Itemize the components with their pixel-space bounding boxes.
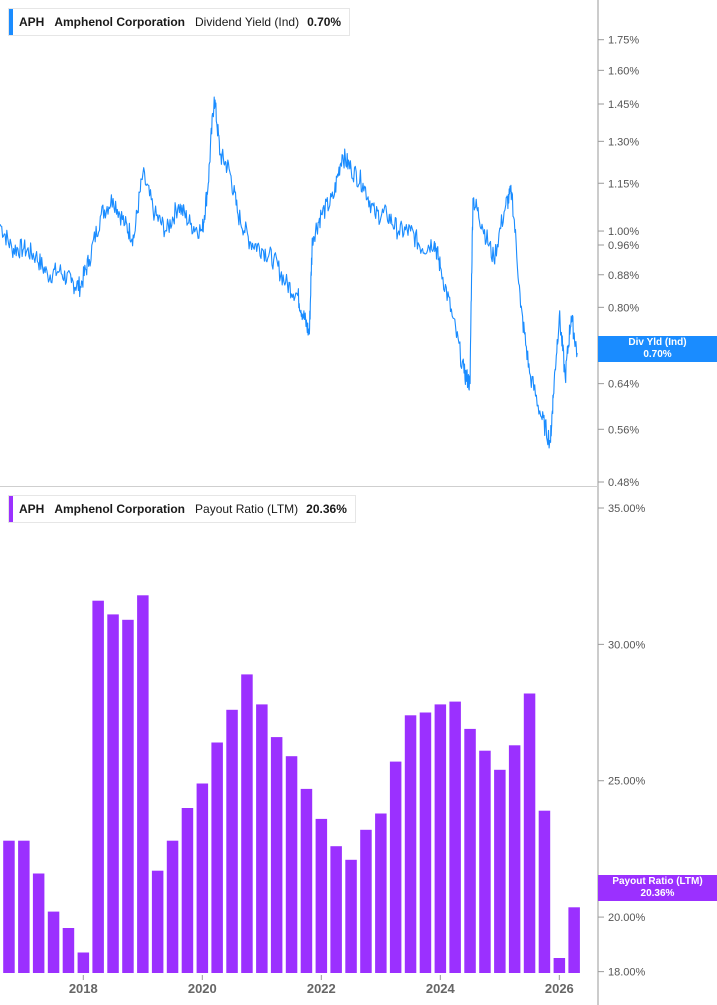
bottom-legend-metric: Payout Ratio (LTM) xyxy=(195,502,299,516)
bottom-legend-value: 20.36% xyxy=(306,502,347,516)
x-tick-label: 2018 xyxy=(69,981,98,996)
x-tick-label: 2022 xyxy=(307,981,336,996)
y-tick-label: 0.48% xyxy=(608,477,639,487)
payout-bar xyxy=(77,952,90,973)
y-tick-label: 35.00% xyxy=(608,503,646,515)
payout-bar xyxy=(300,788,313,973)
top-legend-metric: Dividend Yield (Ind) xyxy=(195,15,300,29)
top-legend-company: Amphenol Corporation xyxy=(54,15,186,29)
dividend-yield-line xyxy=(0,96,578,449)
y-tick-label: 1.30% xyxy=(608,136,639,148)
payout-bar xyxy=(270,737,283,973)
dividend-yield-tag-value: 0.70% xyxy=(643,349,672,360)
panel-divider xyxy=(0,486,598,487)
payout-bar xyxy=(256,704,268,973)
payout-bar xyxy=(553,958,566,973)
y-tick-label: 18.00% xyxy=(608,967,646,979)
y-tick-label: 1.00% xyxy=(608,226,639,238)
payout-bar xyxy=(18,840,30,973)
y-tick-label: 1.75% xyxy=(608,35,639,47)
bottom-legend-company: Amphenol Corporation xyxy=(54,502,186,516)
top-legend[interactable]: APH Amphenol Corporation Dividend Yield … xyxy=(8,8,351,36)
payout-bar xyxy=(62,928,75,973)
payout-bar xyxy=(226,709,238,973)
payout-bar xyxy=(241,674,253,973)
x-tick-label: 2026 xyxy=(545,981,574,996)
top-legend-value: 0.70% xyxy=(307,15,342,29)
y-tick-label: 0.96% xyxy=(608,240,639,252)
payout-ratio-price-tag: Payout Ratio (LTM) 20.36% xyxy=(598,875,717,901)
payout-bar xyxy=(360,829,372,973)
y-tick-label: 30.00% xyxy=(608,639,646,651)
x-tick-label: 2020 xyxy=(188,981,217,996)
dividend-yield-price-tag: Div Yld (Ind) 0.70% xyxy=(598,336,717,362)
dividend-yield-chart: 1.75% 1.60% 1.45% 1.30% 1.15% 1.00% 0.96% 0.88%… xyxy=(0,0,639,487)
y-tick-label: 1.45% xyxy=(608,99,639,111)
x-axis-ticks: 2018 2020 2022 2024 2026 xyxy=(69,975,574,996)
payout-bar xyxy=(137,595,149,973)
payout-bar xyxy=(32,873,45,973)
bottom-legend-ticker: APH xyxy=(19,502,45,516)
y-tick-label: 1.60% xyxy=(608,65,639,77)
payout-bar xyxy=(122,619,134,973)
payout-bar xyxy=(196,783,209,973)
y-tick-label: 0.80% xyxy=(608,302,639,314)
x-tick-label: 2024 xyxy=(426,981,456,996)
payout-bar xyxy=(404,715,417,973)
payout-bar xyxy=(166,840,179,973)
payout-bar xyxy=(375,813,387,973)
dividend-yield-panel: 1.75% 1.60% 1.45% 1.30% 1.15% 1.00% 0.96% 0.88%… xyxy=(0,0,717,487)
payout-bar xyxy=(330,846,342,973)
payout-bar xyxy=(419,712,432,973)
payout-bar xyxy=(479,750,491,973)
y-tick-label: 20.00% xyxy=(608,912,646,924)
payout-bar xyxy=(345,859,357,973)
payout-ratio-bars xyxy=(3,595,580,973)
payout-bar xyxy=(285,756,298,973)
payout-bar xyxy=(181,808,194,973)
payout-bar xyxy=(151,870,164,973)
y-tick-label: 0.56% xyxy=(608,424,639,436)
payout-bar xyxy=(434,704,447,973)
payout-bar xyxy=(47,911,60,973)
payout-ratio-tag-value: 20.36% xyxy=(640,888,675,899)
y-tick-label: 0.64% xyxy=(608,379,639,391)
payout-bar xyxy=(315,818,328,973)
payout-bar xyxy=(568,907,580,973)
payout-bar xyxy=(538,810,551,973)
payout-bar xyxy=(508,745,521,973)
payout-bar xyxy=(389,761,402,973)
top-legend-color-bar xyxy=(9,9,13,35)
payout-bar xyxy=(3,840,15,973)
bottom-legend[interactable]: APH Amphenol Corporation Payout Ratio (L… xyxy=(8,495,356,523)
y-axis-ticks: 35.00% 30.00% 25.00% 20.00% 18.00% xyxy=(598,503,646,979)
y-tick-label: 1.15% xyxy=(608,178,639,190)
y-tick-label: 25.00% xyxy=(608,776,646,788)
payout-bar xyxy=(211,742,223,973)
payout-ratio-tag-label: Payout Ratio (LTM) xyxy=(612,876,703,887)
payout-bar xyxy=(449,701,461,973)
payout-ratio-chart: 35.00%30.00%25.00%20.00%18.00% 2018 2020 2… xyxy=(3,487,646,1005)
payout-bar xyxy=(494,769,506,973)
y-tick-label: 0.88% xyxy=(608,270,639,282)
payout-ratio-panel: 35.00% 30.00% 25.00% 20.00% 18.00% 2018 2020 2… xyxy=(0,487,717,1005)
dividend-yield-tag-label: Div Yld (Ind) xyxy=(628,337,687,348)
top-legend-ticker: APH xyxy=(19,15,45,29)
y-axis-ticks: 1.75% 1.60% 1.45% 1.30% 1.15% 1.00% 0.96% 0.88%… xyxy=(598,35,639,487)
payout-bar xyxy=(92,600,104,973)
payout-bar xyxy=(464,728,476,973)
bottom-legend-color-bar xyxy=(9,496,13,522)
payout-bar xyxy=(107,614,119,973)
payout-bar xyxy=(523,693,536,973)
